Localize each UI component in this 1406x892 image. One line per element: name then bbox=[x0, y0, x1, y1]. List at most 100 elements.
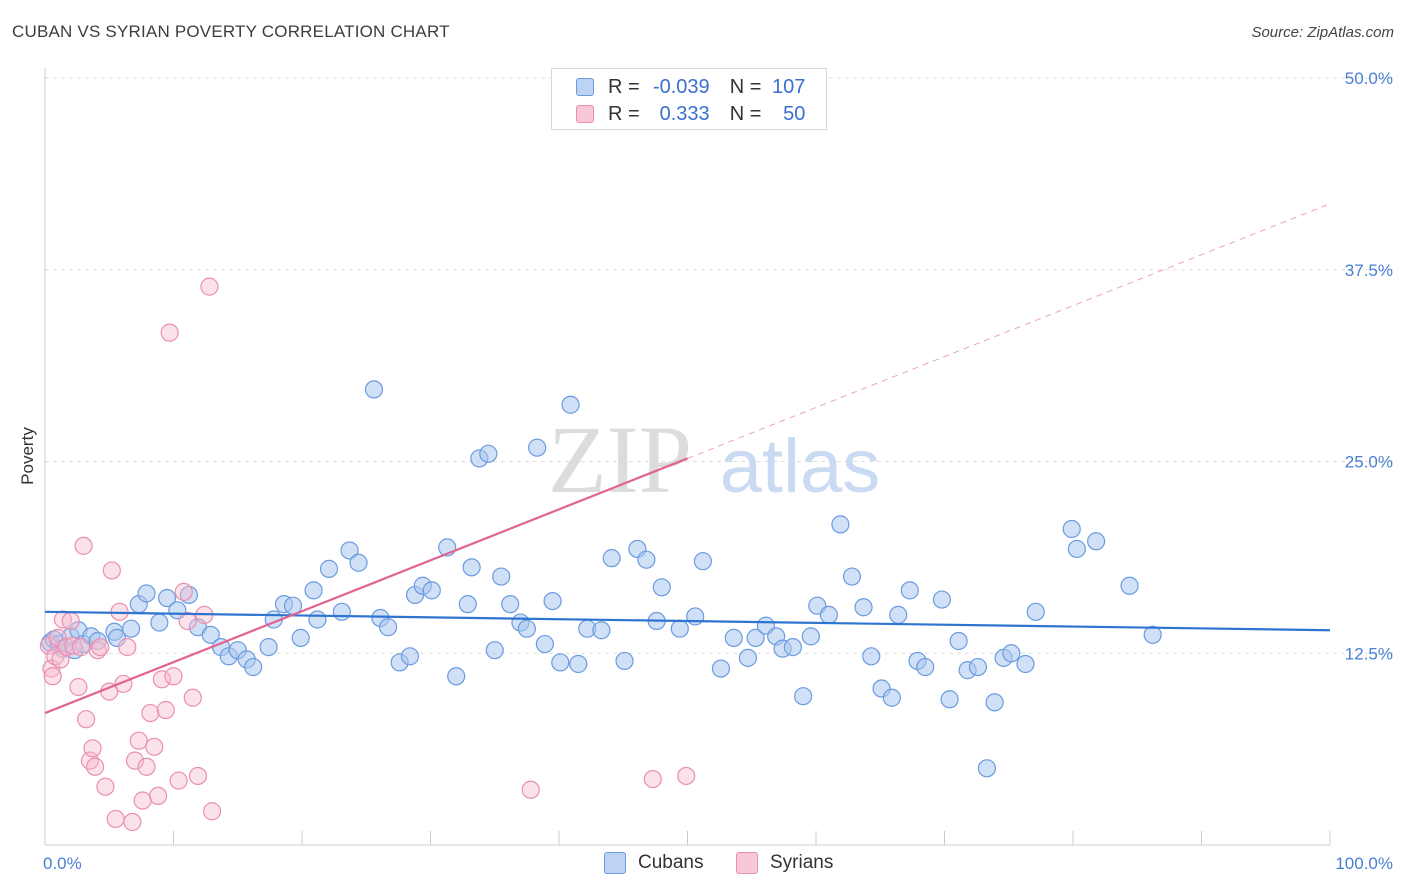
syrian-point bbox=[643, 769, 662, 789]
cuban-point bbox=[1087, 532, 1106, 551]
syrians-swatch bbox=[576, 105, 594, 123]
cuban-point bbox=[693, 552, 713, 571]
cuban-point bbox=[652, 578, 671, 597]
cuban-point bbox=[670, 619, 689, 638]
cuban-point bbox=[746, 628, 765, 648]
chart-title: CUBAN VS SYRIAN POVERTY CORRELATION CHAR… bbox=[12, 22, 450, 41]
cuban-point bbox=[831, 515, 850, 534]
syrian-point bbox=[129, 731, 148, 750]
cuban-point bbox=[308, 610, 327, 629]
syrian-point bbox=[188, 766, 208, 786]
cuban-point bbox=[422, 581, 441, 600]
y-tick-label: 50.0% bbox=[1345, 69, 1393, 88]
cuban-point bbox=[492, 567, 511, 586]
r-value-cubans: -0.039 bbox=[652, 75, 710, 98]
legend-label-syrians: Syrians bbox=[770, 852, 834, 873]
legend-label-cubans: Cubans bbox=[638, 852, 704, 873]
cuban-point bbox=[479, 444, 498, 463]
stats-legend: R = -0.039 N = 107 R = 0.333 N = 50 bbox=[551, 68, 827, 130]
cuban-point bbox=[137, 584, 156, 603]
cuban-point bbox=[932, 590, 952, 609]
syrian-point bbox=[178, 611, 197, 631]
syrian-point bbox=[174, 582, 193, 601]
cuban-point bbox=[340, 541, 359, 560]
cuban-point bbox=[968, 657, 988, 677]
cuban-point bbox=[400, 647, 420, 666]
cuban-point bbox=[569, 654, 588, 674]
tick-labels: 12.5% 25.0% 37.5% 50.0% 0.0% 100.0% bbox=[43, 69, 1393, 873]
cuban-point bbox=[1016, 654, 1035, 674]
cuban-point bbox=[940, 690, 959, 709]
syrian-point bbox=[125, 751, 145, 770]
cuban-point bbox=[501, 595, 520, 614]
syrian-point bbox=[145, 737, 164, 756]
cuban-point bbox=[332, 602, 351, 621]
cuban-point bbox=[615, 651, 634, 671]
watermark: ZIP atlas bbox=[548, 406, 880, 513]
r-value-syrians: 0.333 bbox=[659, 102, 710, 125]
syrian-point bbox=[123, 812, 142, 832]
cubans-legend-swatch bbox=[604, 852, 626, 874]
syrian-point bbox=[88, 641, 107, 660]
cuban-point bbox=[447, 667, 466, 686]
legend-row-cubans: R = -0.039 N = 107 bbox=[576, 75, 805, 99]
x-tick-label: 100.0% bbox=[1335, 854, 1393, 873]
syrian-point bbox=[137, 757, 156, 776]
syrian-point bbox=[152, 670, 172, 689]
cubans-trend-line bbox=[44, 610, 1331, 632]
y-tick-label: 37.5% bbox=[1345, 261, 1393, 280]
grid-lines bbox=[45, 77, 1393, 654]
r-label: R = bbox=[608, 75, 640, 98]
cuban-point bbox=[916, 657, 935, 677]
cuban-point bbox=[1067, 539, 1086, 559]
axes bbox=[44, 68, 1331, 846]
syrian-point bbox=[118, 638, 137, 657]
cuban-point bbox=[528, 438, 547, 457]
syrian-point bbox=[71, 638, 91, 657]
cuban-point bbox=[1143, 625, 1162, 644]
syrians-trend-line bbox=[44, 457, 688, 715]
syrian-point bbox=[202, 802, 222, 821]
cuban-point bbox=[882, 688, 901, 707]
syrian-point bbox=[96, 777, 115, 796]
syrian-point bbox=[106, 809, 125, 829]
cuban-point bbox=[551, 653, 570, 672]
legend-item-syrians[interactable]: Syrians bbox=[736, 852, 833, 874]
syrian-point bbox=[57, 638, 76, 657]
cuban-point bbox=[291, 628, 310, 648]
syrian-point bbox=[200, 277, 219, 296]
syrian-point bbox=[43, 667, 62, 686]
syrian-point bbox=[64, 636, 83, 655]
cuban-point bbox=[686, 607, 705, 626]
cuban-point bbox=[517, 619, 536, 638]
cuban-point bbox=[107, 628, 127, 648]
syrian-point bbox=[69, 677, 88, 697]
cuban-point bbox=[862, 647, 881, 666]
trend-lines bbox=[44, 203, 1331, 715]
cuban-point bbox=[535, 634, 554, 654]
cuban-point bbox=[121, 619, 141, 638]
cuban-point bbox=[801, 627, 820, 646]
source-label: Source: ZipAtlas.com bbox=[1251, 24, 1394, 41]
syrian-point bbox=[83, 739, 102, 758]
cuban-point bbox=[543, 591, 562, 611]
y-axis-title: Poverty bbox=[18, 427, 37, 485]
syrian-point bbox=[141, 703, 160, 723]
cuban-point bbox=[1120, 576, 1139, 595]
x-tick-label: 0.0% bbox=[43, 854, 82, 873]
cuban-point bbox=[602, 549, 621, 568]
cuban-point bbox=[637, 550, 656, 569]
syrian-point bbox=[160, 323, 179, 342]
cuban-point bbox=[561, 395, 580, 414]
cuban-point bbox=[711, 659, 731, 678]
cuban-point bbox=[592, 621, 611, 640]
y-tick-label: 25.0% bbox=[1345, 453, 1393, 472]
syrian-point bbox=[86, 757, 105, 776]
cuban-point bbox=[949, 631, 968, 651]
cuban-point bbox=[364, 380, 384, 399]
n-label: N = bbox=[729, 75, 762, 98]
cuban-point bbox=[783, 638, 802, 657]
cuban-point bbox=[349, 553, 368, 572]
legend-item-cubans[interactable]: Cubans bbox=[604, 852, 704, 874]
cubans-swatch bbox=[576, 78, 594, 96]
